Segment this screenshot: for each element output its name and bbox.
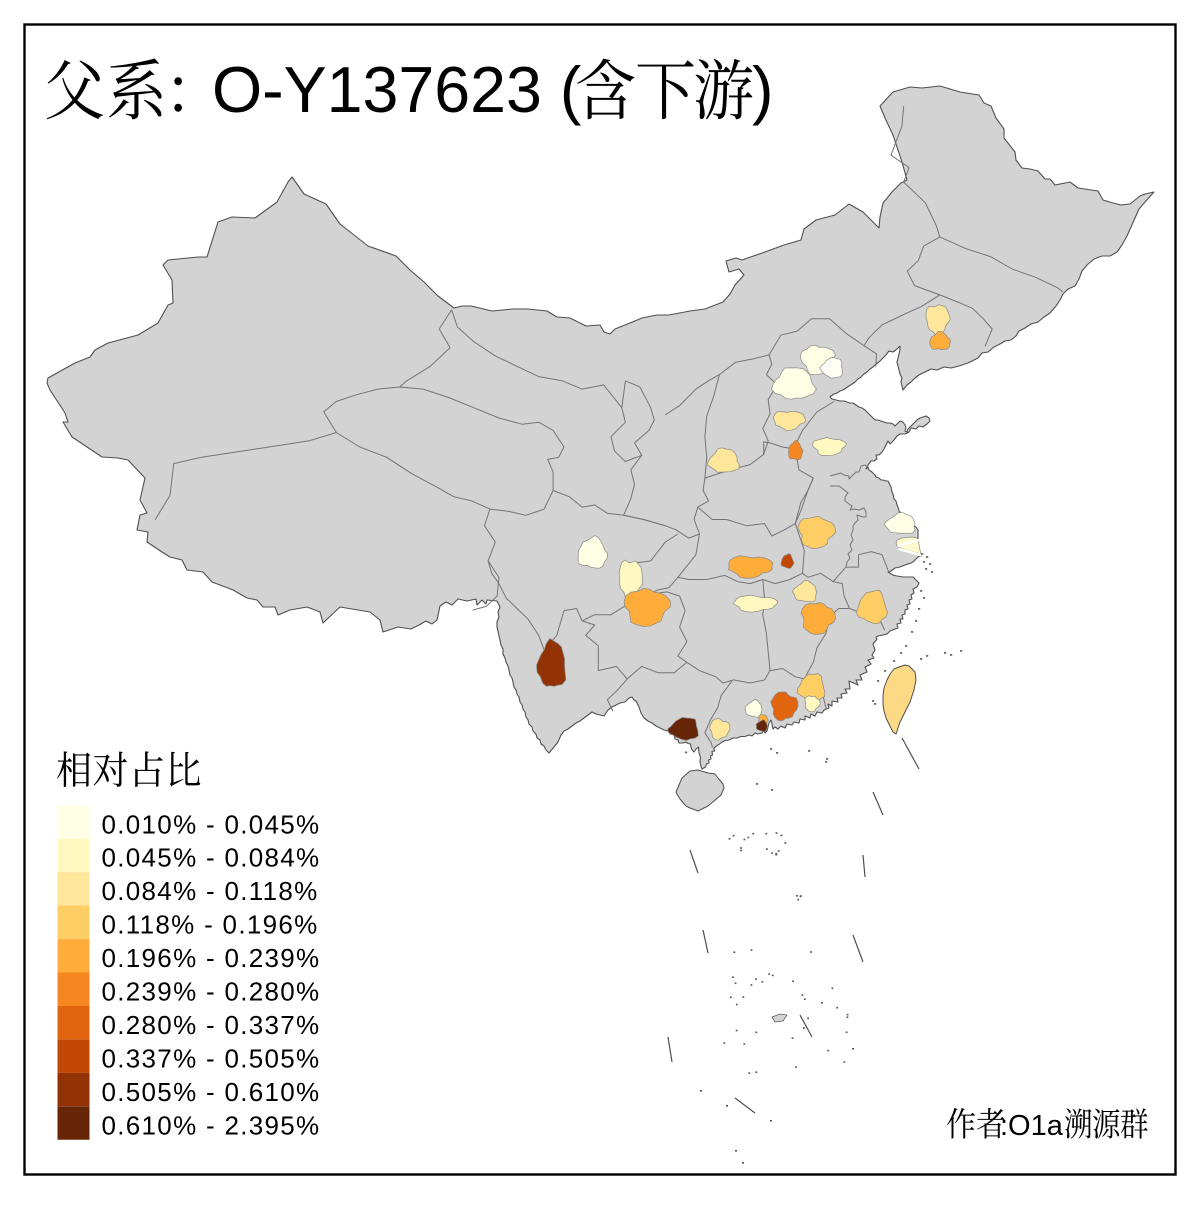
svg-text:0.239% - 0.280%: 0.239% - 0.280% — [102, 977, 321, 1007]
svg-text:0.118% - 0.196%: 0.118% - 0.196% — [102, 910, 319, 940]
svg-text:0.084% - 0.118%: 0.084% - 0.118% — [102, 876, 319, 906]
svg-text:0.010% - 0.045%: 0.010% - 0.045% — [102, 809, 321, 839]
svg-text:0.045% - 0.084%: 0.045% - 0.084% — [102, 843, 321, 873]
svg-text:): ) — [752, 54, 773, 126]
svg-text:0.610% - 2.395%: 0.610% - 2.395% — [102, 1110, 321, 1140]
svg-text:0.196% - 0.239%: 0.196% - 0.239% — [102, 943, 321, 973]
svg-text:0.505% - 0.610%: 0.505% - 0.610% — [102, 1077, 321, 1107]
svg-text:O-Y137623 (: O-Y137623 ( — [212, 54, 582, 126]
svg-text::O1a: :O1a — [1000, 1110, 1064, 1142]
svg-text:0.337% - 0.505%: 0.337% - 0.505% — [102, 1043, 321, 1073]
svg-text:0.280% - 0.337%: 0.280% - 0.337% — [102, 1010, 321, 1040]
